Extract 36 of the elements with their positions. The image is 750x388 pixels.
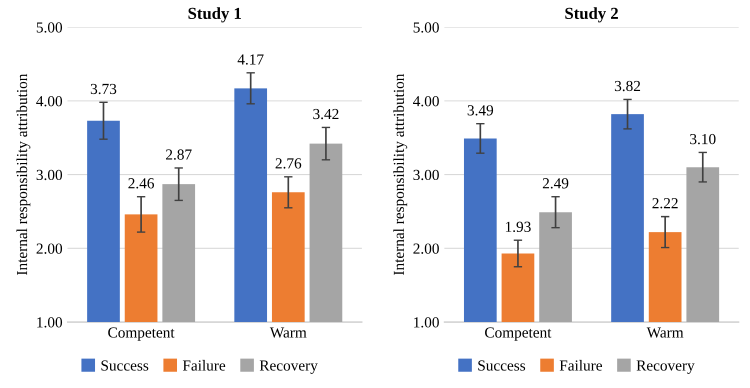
data-label: 3.10: [690, 134, 716, 144]
y-axis-title: Internal responsibility attribution: [16, 74, 30, 276]
legend-label: Recovery: [260, 360, 318, 374]
x-tick-label: Competent: [485, 327, 552, 341]
data-label: 1.93: [506, 222, 531, 232]
legend-label: Failure: [560, 360, 602, 371]
y-tick-label: 1.00: [414, 317, 439, 328]
data-label: 2.76: [276, 158, 302, 169]
legend-label: Recovery: [636, 360, 695, 374]
x-tick-label: Warm: [646, 328, 684, 338]
chart-title: Study 1: [188, 7, 241, 22]
y-tick-label: 4.00: [413, 96, 439, 106]
y-tick-label: 3.00: [36, 170, 62, 180]
y-tick-label: 3.00: [413, 170, 439, 180]
y-axis-title: Internal responsibility attribution: [393, 74, 408, 276]
data-label: 2.87: [166, 149, 192, 160]
x-tick-label: Competent: [108, 327, 175, 341]
data-label: 2.49: [542, 178, 568, 189]
legend-label: Success: [478, 360, 526, 371]
chart-title: Study 2: [565, 7, 618, 22]
y-tick-label: 5.00: [414, 22, 439, 33]
data-label: 3.42: [313, 108, 338, 120]
data-label: 4.17: [238, 54, 264, 65]
legend-label: Failure: [182, 360, 226, 371]
y-tick-label: 5.00: [36, 22, 62, 33]
data-label: 2.46: [128, 178, 154, 189]
x-tick-label: Warm: [270, 328, 307, 338]
data-label: 3.49: [468, 105, 494, 116]
legend-label: Success: [101, 360, 148, 371]
data-label: 3.82: [614, 80, 640, 92]
y-tick-label: 4.00: [36, 96, 62, 106]
y-tick-label: 1.00: [37, 317, 62, 328]
data-label: 3.73: [90, 84, 116, 94]
y-tick-label: 2.00: [36, 243, 62, 254]
y-tick-label: 2.00: [413, 243, 439, 254]
data-label: 2.22: [652, 198, 678, 208]
